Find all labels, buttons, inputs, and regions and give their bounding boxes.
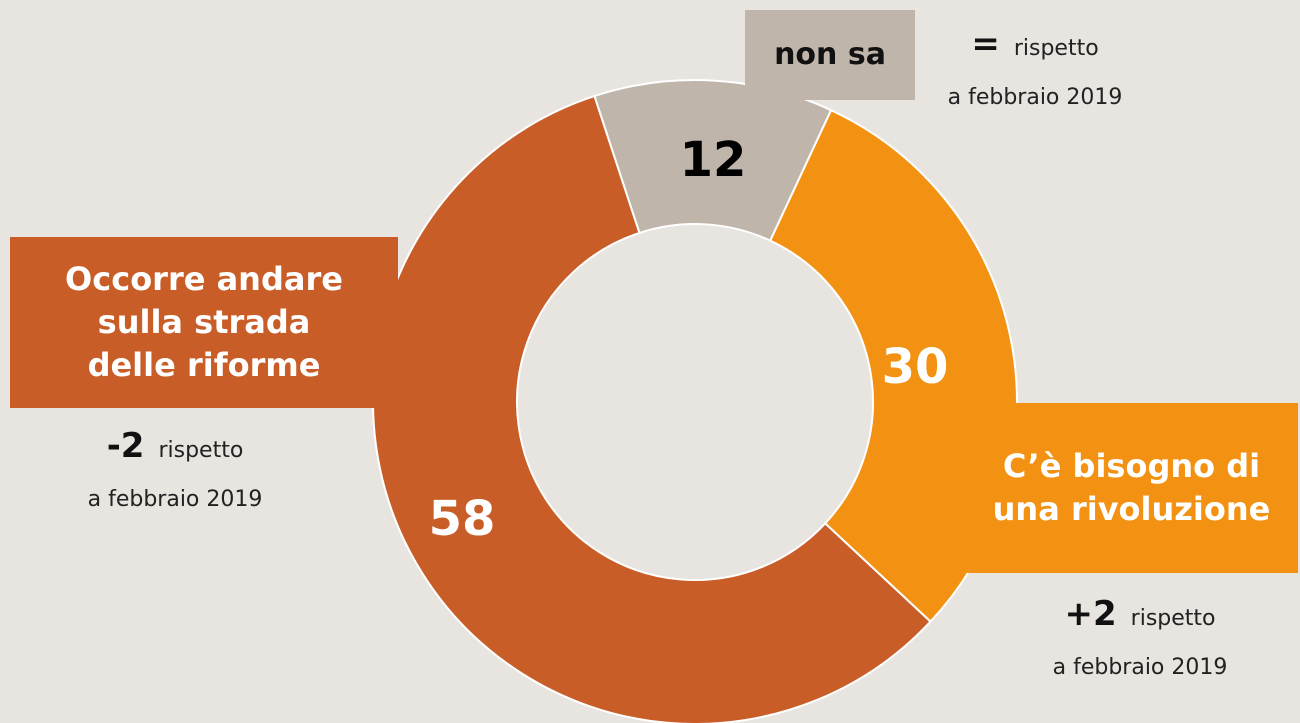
donut-slice — [372, 94, 932, 723]
category-label: C’è bisogno di una rivoluzione — [965, 403, 1298, 573]
change-note: -2 rispetto a febbraio 2019 — [65, 414, 285, 520]
change-value: +2 — [1064, 594, 1117, 634]
change-text: rispetto — [1013, 36, 1099, 61]
change-value: = — [971, 24, 1000, 64]
change-text: rispetto — [158, 438, 244, 463]
change-reference: a febbraio 2019 — [947, 84, 1123, 110]
change-note: = rispetto a febbraio 2019 — [930, 12, 1140, 118]
change-text: rispetto — [1130, 606, 1216, 631]
category-label: Occorre andare sulla strada delle riform… — [10, 237, 398, 408]
value-label: 30 — [882, 339, 949, 395]
change-note: +2 rispetto a febbraio 2019 — [1030, 582, 1250, 688]
change-line: a febbraio 2019 — [1030, 647, 1250, 689]
change-value: -2 — [106, 426, 145, 466]
change-reference: a febbraio 2019 — [87, 486, 263, 512]
change-line: -2 rispetto — [65, 414, 285, 479]
value-label: 58 — [429, 491, 496, 547]
category-label: non sa — [745, 10, 915, 100]
donut-slice — [768, 108, 1018, 624]
change-line: a febbraio 2019 — [930, 77, 1140, 119]
change-line: a febbraio 2019 — [65, 479, 285, 521]
change-reference: a febbraio 2019 — [1052, 654, 1228, 680]
value-label: 12 — [680, 132, 747, 188]
change-line: +2 rispetto — [1030, 582, 1250, 647]
change-line: = rispetto — [930, 12, 1140, 77]
